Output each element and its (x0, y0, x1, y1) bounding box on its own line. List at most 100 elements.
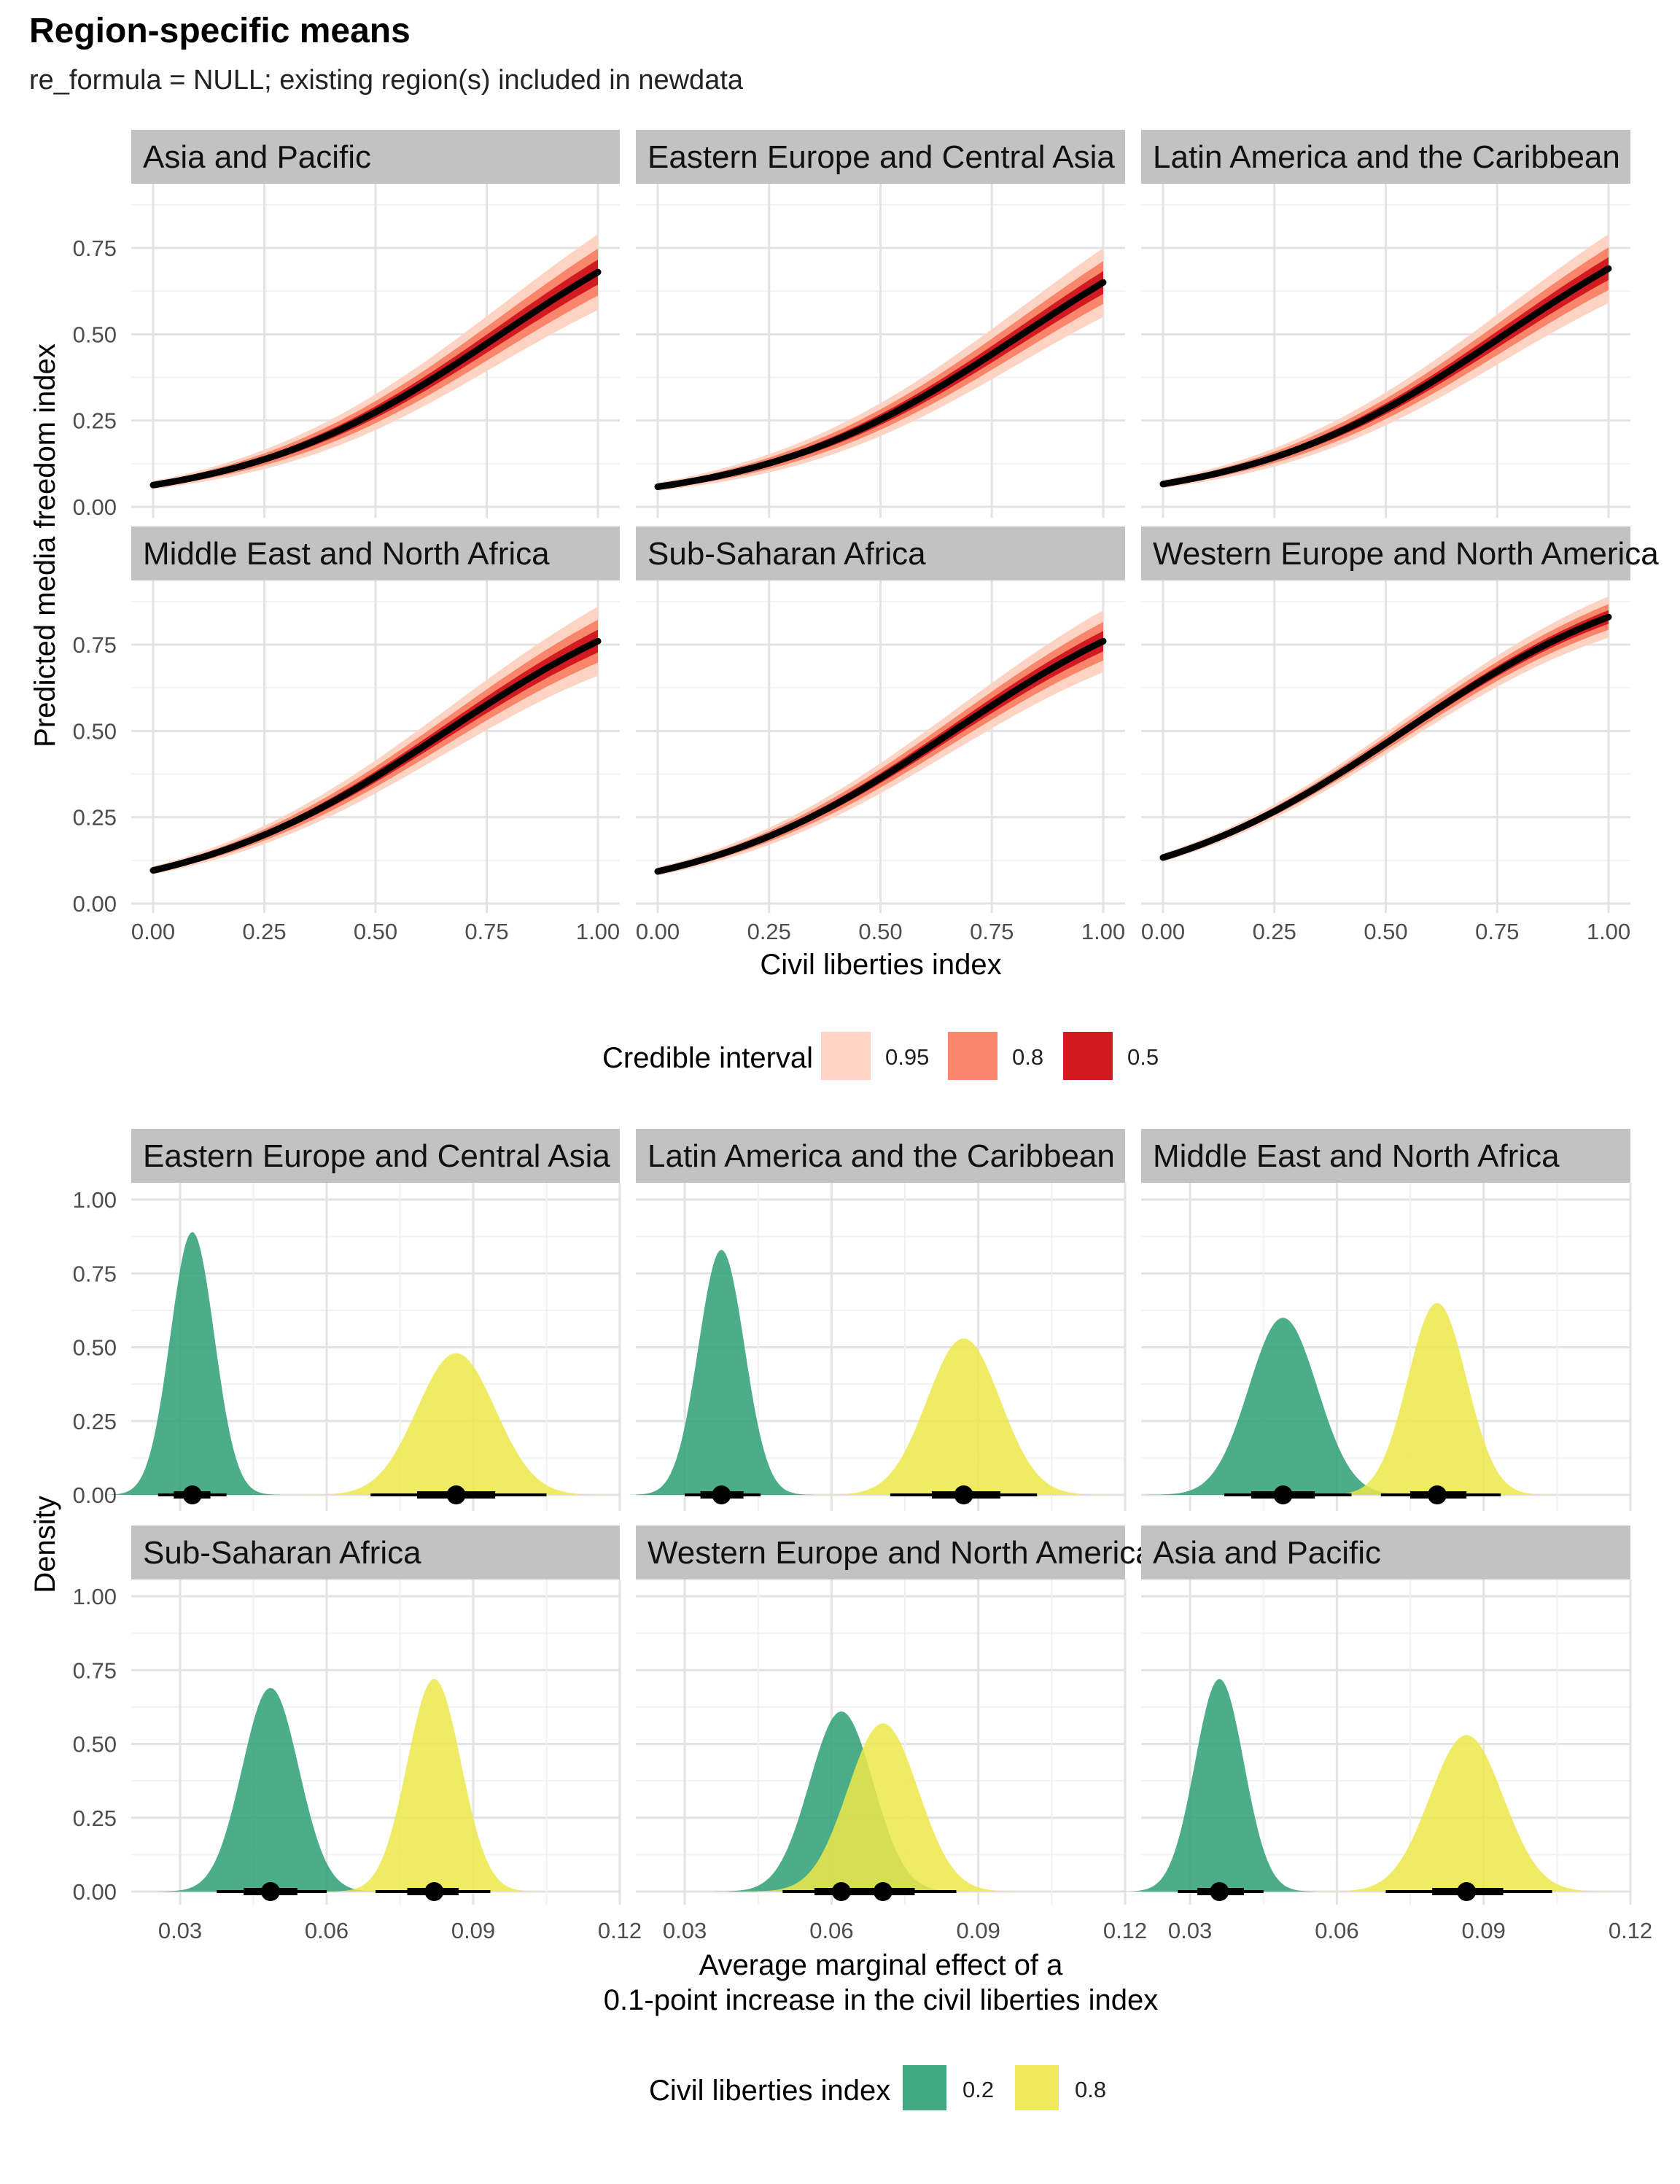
legend-label: 0.95 (885, 1044, 929, 1070)
mean-line (1159, 613, 1612, 861)
x-tick-label: 0.09 (1462, 1918, 1506, 1943)
y-tick-label: 0.75 (73, 632, 117, 658)
x-axis-title-line2: 0.1-point increase in the civil libertie… (604, 1984, 1158, 2016)
panel-strip (636, 130, 1125, 184)
panel-strip (1141, 1129, 1630, 1183)
panel-strip-label: Middle East and North Africa (1153, 1138, 1560, 1174)
y-axis-title: Density (29, 1496, 61, 1593)
panel-strip (1141, 1526, 1630, 1579)
x-tick-label: 0.03 (663, 1918, 707, 1943)
panel-asia-and-pacific: Asia and Pacific (1121, 1526, 1632, 1905)
panel-western-europe-and-north-america: Western Europe and North America (636, 1526, 1154, 1905)
panel-strip (636, 1526, 1125, 1579)
panel-strip-label: Latin America and the Caribbean (1153, 139, 1620, 175)
panel-eastern-europe-and-central-asia: Eastern Europe and Central Asia (636, 130, 1125, 518)
panel-strip-label: Eastern Europe and Central Asia (143, 1138, 610, 1174)
panel-latin-america-and-the-caribbean: Latin America and the Caribbean (1141, 130, 1630, 518)
panel-strip (1141, 526, 1630, 580)
legend-label: 0.5 (1127, 1044, 1159, 1070)
legend-title: Civil liberties index (649, 2075, 890, 2107)
legend-swatch (948, 1032, 998, 1080)
x-tick-label: 1.00 (1587, 919, 1630, 944)
y-tick-label: 0.00 (73, 1482, 117, 1508)
density-series-0.2 (714, 1711, 969, 1892)
panel-strip (131, 1129, 620, 1183)
mean-line (654, 637, 1107, 875)
median-point (424, 1882, 444, 1901)
panel-strip-label: Western Europe and North America (1153, 536, 1659, 572)
density-series-0.8 (1319, 1735, 1614, 1892)
panel-strip-label: Asia and Pacific (1153, 1535, 1381, 1571)
x-tick-label: 1.00 (1081, 919, 1125, 944)
x-tick-label: 0.25 (242, 919, 286, 944)
legend-swatch (1063, 1032, 1113, 1080)
predicted-freedom-axes: 0.00 0.25 0.50 0.75 0.00 0.25 0.50 0.75 0.00 0.25… (29, 236, 1630, 981)
panel-sub-saharan-africa: Sub-Saharan Africa (636, 526, 1125, 913)
legend-label: 0.8 (1012, 1044, 1043, 1070)
median-point (260, 1882, 280, 1901)
y-tick-label: 0.00 (73, 1879, 117, 1905)
legend-label: 0.8 (1075, 2077, 1106, 2102)
legend-swatch (1015, 2065, 1059, 2110)
x-tick-label: 0.12 (1103, 1918, 1147, 1943)
density-series-0.2 (629, 1249, 814, 1495)
panel-strip (1141, 130, 1630, 184)
x-tick-label: 0.09 (451, 1918, 495, 1943)
panel-strip (131, 1526, 620, 1579)
panel-middle-east-and-north-africa: Middle East and North Africa (1141, 1129, 1632, 1511)
median-point (712, 1485, 731, 1504)
panel-strip-label: Latin America and the Caribbean (648, 1138, 1115, 1174)
x-axis-title: Civil liberties index (760, 949, 1001, 981)
median-point (1210, 1882, 1229, 1901)
median-point (954, 1485, 973, 1504)
x-tick-label: 1.00 (576, 919, 620, 944)
x-tick-label: 0.75 (970, 919, 1014, 944)
y-tick-label: 0.75 (73, 1261, 117, 1286)
median-point (1273, 1485, 1293, 1504)
x-tick-label: 0.00 (1141, 919, 1185, 944)
y-tick-label: 0.50 (73, 322, 117, 347)
x-tick-label: 0.25 (747, 919, 791, 944)
panel-latin-america-and-the-caribbean: Latin America and the Caribbean (629, 1129, 1127, 1511)
x-tick-label: 0.00 (131, 919, 175, 944)
density-series-0.2 (104, 1232, 281, 1495)
mean-line (149, 268, 602, 489)
x-tick-label: 0.25 (1253, 919, 1296, 944)
panel-strip (636, 526, 1125, 580)
panel-asia-and-pacific: Asia and Pacific (131, 130, 620, 518)
y-tick-label: 0.25 (73, 1409, 117, 1434)
y-tick-label: 0.00 (73, 891, 117, 917)
x-tick-label: 0.12 (598, 1918, 642, 1943)
civil-liberties-legend: Civil liberties index 0.2 0.8 (649, 2065, 1106, 2110)
panel-strip-label: Sub-Saharan Africa (143, 1535, 421, 1571)
mean-line (1159, 265, 1612, 488)
density-series-0.8 (300, 1353, 612, 1495)
density-series-0.8 (1319, 1302, 1555, 1495)
density-series-0.2 (157, 1687, 384, 1892)
predicted-freedom-panels: Asia and Pacific Eastern Europe and Centr… (131, 130, 1659, 913)
mean-line (654, 279, 1107, 490)
x-tick-label: 0.09 (957, 1918, 1000, 1943)
y-tick-label: 0.25 (73, 1806, 117, 1831)
y-tick-label: 0.75 (73, 236, 117, 261)
density-series-0.2 (1121, 1679, 1318, 1892)
median-point (1427, 1485, 1447, 1504)
x-tick-label: 0.50 (1364, 919, 1407, 944)
legend-title: Credible interval (602, 1042, 813, 1074)
y-tick-label: 1.00 (73, 1187, 117, 1213)
panel-strip (131, 130, 620, 184)
x-tick-label: 0.00 (636, 919, 680, 944)
y-tick-label: 0.50 (73, 1335, 117, 1361)
panel-strip (636, 1129, 1125, 1183)
density-series-0.8 (817, 1338, 1111, 1495)
y-tick-label: 0.50 (73, 718, 117, 744)
y-tick-label: 0.50 (73, 1732, 117, 1757)
y-tick-label: 0.00 (73, 494, 117, 520)
median-point (182, 1485, 202, 1504)
x-tick-label: 0.12 (1609, 1918, 1652, 1943)
panel-western-europe-and-north-america: Western Europe and North America (1141, 526, 1659, 913)
panel-strip (131, 526, 620, 580)
density-series-0.8 (327, 1679, 542, 1892)
x-tick-label: 0.06 (809, 1918, 853, 1943)
